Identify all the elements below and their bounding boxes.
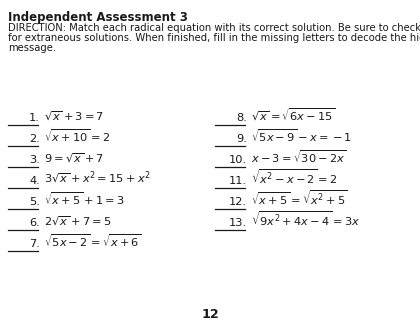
Text: $\sqrt{9x^2+4x-4}=3x$: $\sqrt{9x^2+4x-4}=3x$ xyxy=(251,209,360,228)
Text: for extraneous solutions. When finished, fill in the missing letters to decode t: for extraneous solutions. When finished,… xyxy=(8,33,420,43)
Text: $3\sqrt{x}+x^2=15+x^2$: $3\sqrt{x}+x^2=15+x^2$ xyxy=(44,170,150,186)
Text: 11.: 11. xyxy=(229,176,247,186)
Text: message.: message. xyxy=(8,43,56,53)
Text: 12: 12 xyxy=(201,308,219,321)
Text: 3.: 3. xyxy=(29,155,40,165)
Text: $2\sqrt{x}+7=5$: $2\sqrt{x}+7=5$ xyxy=(44,215,111,228)
Text: 5.: 5. xyxy=(29,197,40,207)
Text: 12.: 12. xyxy=(229,197,247,207)
Text: 9.: 9. xyxy=(236,134,247,144)
Text: $\sqrt{x+5}=\sqrt{x^2+5}$: $\sqrt{x+5}=\sqrt{x^2+5}$ xyxy=(251,188,348,207)
Text: 1.: 1. xyxy=(29,113,40,123)
Text: 6.: 6. xyxy=(29,218,40,228)
Text: 10.: 10. xyxy=(229,155,247,165)
Text: 7.: 7. xyxy=(29,239,40,249)
Text: $\sqrt{5x-2}=\sqrt{x+6}$: $\sqrt{5x-2}=\sqrt{x+6}$ xyxy=(44,232,142,249)
Text: $\sqrt{5x-9}-x=-1$: $\sqrt{5x-9}-x=-1$ xyxy=(251,127,352,144)
Text: $\sqrt{x}+3=7$: $\sqrt{x}+3=7$ xyxy=(44,110,104,123)
Text: $\sqrt{x}=\sqrt{6x-15}$: $\sqrt{x}=\sqrt{6x-15}$ xyxy=(251,107,336,123)
Text: 4.: 4. xyxy=(29,176,40,186)
Text: $\sqrt{x^2-x-2}=2$: $\sqrt{x^2-x-2}=2$ xyxy=(251,167,338,186)
Text: Independent Assessment 3: Independent Assessment 3 xyxy=(8,11,188,24)
Text: $\sqrt{x+5}+1=3$: $\sqrt{x+5}+1=3$ xyxy=(44,190,125,207)
Text: $\sqrt{x+10}=2$: $\sqrt{x+10}=2$ xyxy=(44,127,110,144)
Text: 13.: 13. xyxy=(229,218,247,228)
Text: $x-3=\sqrt{30-2x}$: $x-3=\sqrt{30-2x}$ xyxy=(251,148,347,165)
Text: 8.: 8. xyxy=(236,113,247,123)
Text: DIRECTION: Match each radical equation with its correct solution. Be sure to che: DIRECTION: Match each radical equation w… xyxy=(8,23,420,33)
Text: 2.: 2. xyxy=(29,134,40,144)
Text: $9=\sqrt{x}+7$: $9=\sqrt{x}+7$ xyxy=(44,152,104,165)
